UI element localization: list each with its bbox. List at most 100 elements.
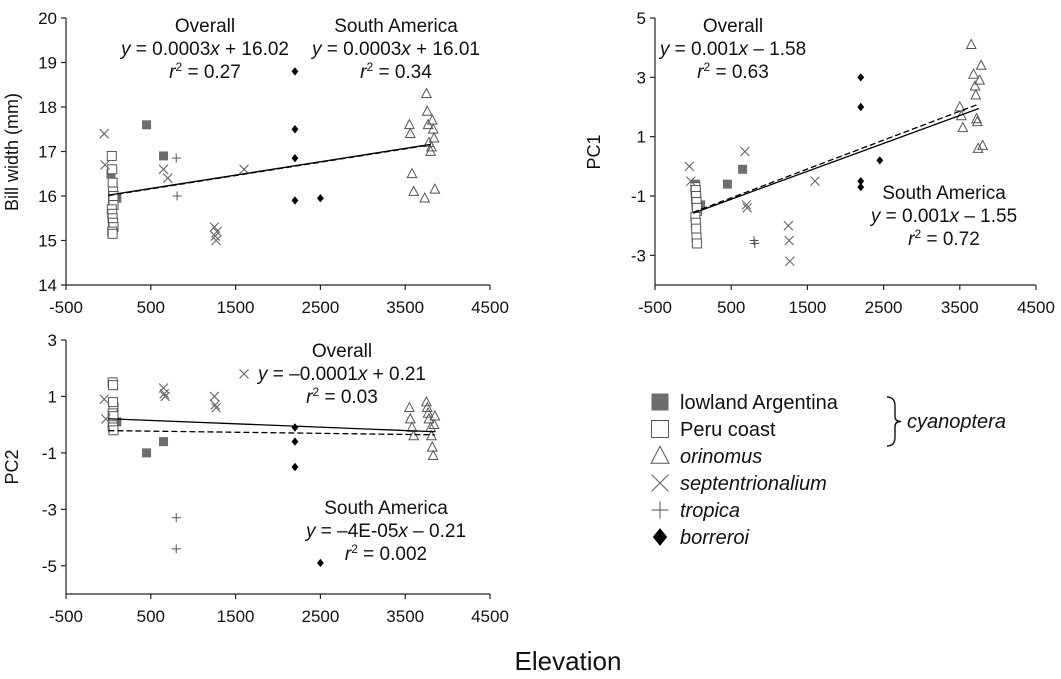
x-tick-label: 500 <box>137 298 165 317</box>
annotation-line: Overall <box>312 341 372 362</box>
data-point <box>404 412 416 424</box>
x-tick-label: 3500 <box>386 607 424 626</box>
data-point <box>783 220 794 231</box>
y-tick-label: 20 <box>38 9 57 28</box>
data-point <box>239 164 249 175</box>
annotation-line: y = –0.0001x + 0.21 <box>256 364 426 385</box>
data-point <box>967 68 980 79</box>
data-point <box>970 88 982 100</box>
data-point <box>108 380 119 391</box>
annotation-line: r2 = 0.34 <box>360 60 432 83</box>
series-peru <box>106 150 119 239</box>
series-peru <box>690 182 702 249</box>
legend-marker <box>652 528 668 546</box>
data-point <box>420 87 432 98</box>
x-axis-title: Elevation <box>515 646 622 676</box>
annotation-line: r2 = 0.72 <box>908 227 980 250</box>
x-tick-label: 1500 <box>217 298 255 317</box>
data-point <box>291 196 299 205</box>
data-point <box>427 122 439 134</box>
y-tick-label: 1 <box>48 387 57 406</box>
data-point <box>239 368 249 379</box>
legend-label: tropica <box>680 500 740 522</box>
series-tropica <box>171 153 182 201</box>
legend-item-lowland: lowland Argentina <box>651 392 839 414</box>
data-point <box>684 161 695 172</box>
y-tick-label: 5 <box>637 9 646 28</box>
legend-label: septentrionalium <box>680 473 827 495</box>
series-lowland <box>112 417 169 458</box>
data-point <box>159 388 170 399</box>
data-point <box>428 131 440 143</box>
data-point <box>317 558 324 568</box>
series-sept <box>99 368 249 424</box>
data-point <box>971 115 983 127</box>
legend-item-peru: Peru coast <box>651 419 776 441</box>
data-point <box>810 176 820 187</box>
legend-item-borreroi: borreroi <box>652 527 749 549</box>
series-borreroi <box>291 423 324 568</box>
x-tick-label: -500 <box>49 607 83 626</box>
data-point <box>422 407 434 418</box>
data-point <box>419 191 431 203</box>
legend-item-tropica: tropica <box>651 500 740 522</box>
y-tick-label: 3 <box>48 331 57 350</box>
data-point <box>107 164 118 175</box>
x-tick-label: 4500 <box>471 607 509 626</box>
legend-marker <box>651 501 669 519</box>
data-point <box>106 150 117 161</box>
regression-line-south-america <box>108 429 435 436</box>
data-point <box>427 449 439 461</box>
data-point <box>108 397 119 408</box>
data-point <box>212 226 222 237</box>
data-point <box>972 142 984 153</box>
data-point <box>857 176 865 186</box>
series-orinomus <box>403 395 441 461</box>
data-point <box>975 59 987 70</box>
data-point <box>158 164 169 175</box>
x-tick-label: 1500 <box>217 607 255 626</box>
legend: lowland Argentina Peru coast orinomus septe… <box>650 392 1006 549</box>
y-tick-label: -1 <box>42 444 57 463</box>
data-point <box>421 401 433 413</box>
annotation-line: South America <box>334 16 458 37</box>
data-point <box>291 462 299 472</box>
data-point <box>722 179 732 189</box>
y-tick-label: 19 <box>38 54 57 73</box>
legend-marker <box>651 393 669 411</box>
data-point <box>210 400 221 410</box>
data-point <box>404 127 416 139</box>
data-point <box>857 102 865 112</box>
data-point <box>784 256 795 267</box>
data-point <box>291 423 299 432</box>
series-sept <box>99 128 249 246</box>
data-point <box>99 394 110 405</box>
annotation-line: y = –4E-05x – 0.21 <box>304 521 466 542</box>
panel-pc1: -3 -1 1 3 5 -500 500 1500 2500 3500 4500 PC1 Overall… <box>584 9 1055 317</box>
regression-line-south-america <box>108 144 431 197</box>
data-point <box>420 395 432 407</box>
data-point <box>99 128 110 139</box>
y-axis-title: PC1 <box>584 134 604 169</box>
x-tick-label: 2500 <box>865 298 903 317</box>
data-point <box>857 182 865 192</box>
legend-label: Peru coast <box>680 419 776 441</box>
series-tropica <box>749 236 760 248</box>
data-point <box>317 194 324 203</box>
data-point <box>171 153 181 163</box>
y-tick-label: -3 <box>631 246 646 265</box>
data-point <box>406 167 418 179</box>
data-point <box>408 185 420 196</box>
y-tick-label: 16 <box>38 187 57 206</box>
y-tick-label: 18 <box>38 98 57 117</box>
data-point <box>685 176 696 187</box>
legend-item-sept: septentrionalium <box>651 473 827 495</box>
x-tick-label: -500 <box>638 298 672 317</box>
data-point <box>100 159 110 170</box>
data-point <box>426 440 438 452</box>
x-tick-label: 500 <box>137 607 165 626</box>
annotation-line: South America <box>882 183 1006 204</box>
